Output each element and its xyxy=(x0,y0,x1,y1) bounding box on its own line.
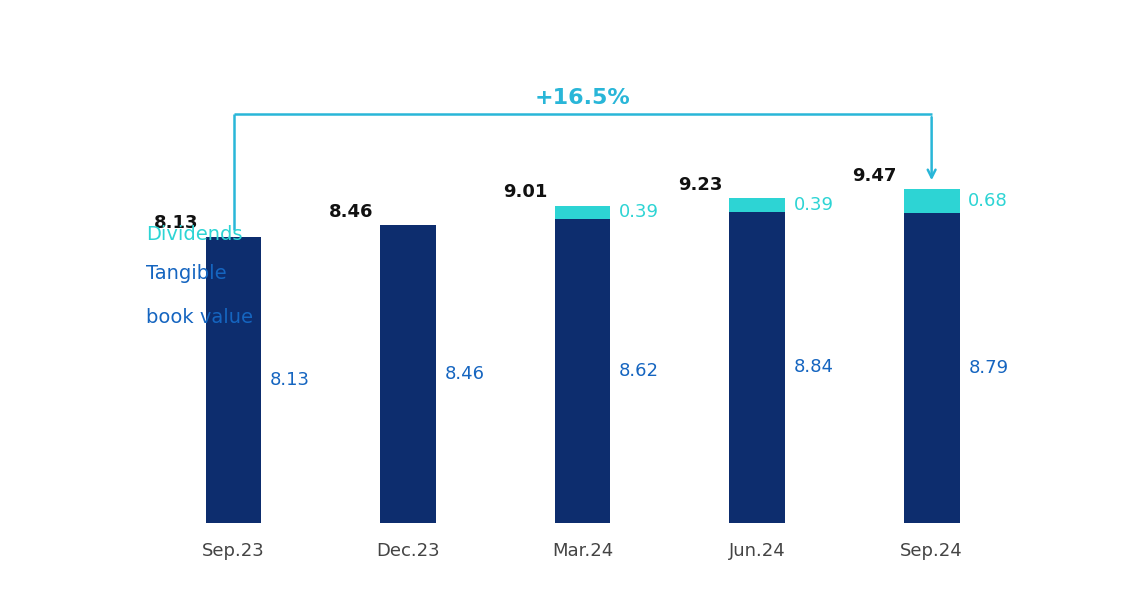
Text: Jun.24: Jun.24 xyxy=(729,542,785,560)
Text: Tangible: Tangible xyxy=(147,264,227,283)
Text: 8.46: 8.46 xyxy=(329,203,374,221)
Bar xyxy=(729,198,785,211)
Bar xyxy=(729,211,785,523)
Text: Dividends: Dividends xyxy=(147,225,243,244)
Text: 9.23: 9.23 xyxy=(677,176,722,194)
Bar xyxy=(205,236,261,523)
Text: 8.84: 8.84 xyxy=(794,358,834,376)
Text: Sep.24: Sep.24 xyxy=(901,542,963,560)
Text: Mar.24: Mar.24 xyxy=(552,542,613,560)
Text: 8.46: 8.46 xyxy=(445,365,485,383)
Text: 0.68: 0.68 xyxy=(968,192,1008,210)
Text: 9.01: 9.01 xyxy=(503,184,548,201)
Text: Sep.23: Sep.23 xyxy=(202,542,265,560)
Bar xyxy=(380,225,435,523)
Text: 0.39: 0.39 xyxy=(619,203,659,222)
Text: 8.79: 8.79 xyxy=(968,359,1008,377)
Text: Dec.23: Dec.23 xyxy=(376,542,440,560)
Text: 8.62: 8.62 xyxy=(619,362,659,380)
Bar xyxy=(555,219,611,523)
Text: 9.47: 9.47 xyxy=(853,167,896,185)
Bar xyxy=(555,206,611,219)
Bar xyxy=(904,189,959,213)
Bar xyxy=(904,213,959,523)
Text: +16.5%: +16.5% xyxy=(535,88,630,108)
Text: 0.39: 0.39 xyxy=(794,195,834,214)
Text: 8.13: 8.13 xyxy=(270,371,311,388)
Text: 8.13: 8.13 xyxy=(154,214,198,232)
Text: book value: book value xyxy=(147,308,253,327)
